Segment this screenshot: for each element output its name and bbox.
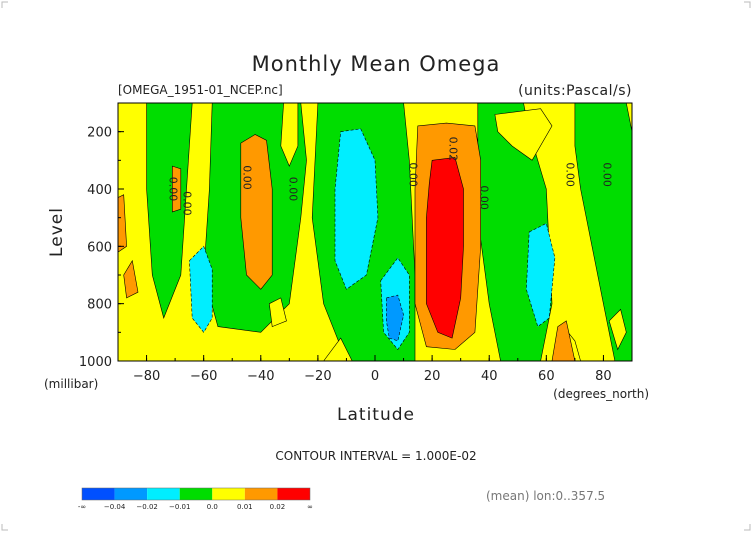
y-tick-label-2: 600 bbox=[87, 240, 112, 255]
contour-region-9 bbox=[494, 108, 553, 161]
colorbar-swatch-4 bbox=[212, 488, 245, 500]
y-axis-unit: (millibar) bbox=[44, 377, 98, 391]
contour-region-18 bbox=[123, 259, 139, 299]
colorbar-label-4: 0.0 bbox=[207, 503, 218, 511]
x-tick-label-4: 0 bbox=[371, 369, 379, 384]
x-tick-label-3: −20 bbox=[304, 369, 331, 384]
contour-region-16 bbox=[386, 294, 404, 342]
x-tick-label-7: 60 bbox=[538, 369, 555, 384]
x-tick-label-6: 40 bbox=[481, 369, 498, 384]
colorbar-legend: -∞ −0.04 −0.02 −0.01 0.0 0.01 0.02 ∞ bbox=[78, 487, 313, 511]
contour-region-12 bbox=[189, 245, 213, 333]
colorbar-swatch-6 bbox=[277, 488, 310, 500]
contour-region-23 bbox=[426, 157, 464, 339]
colorbar-swatch-3 bbox=[179, 488, 213, 500]
contour-label-0: 0.00 bbox=[166, 177, 179, 202]
file-label: [OMEGA_1951-01_NCEP.nc] bbox=[118, 83, 283, 97]
footnote-mean-lon: (mean) lon:0..357.5 bbox=[486, 489, 605, 503]
contour-region-5 bbox=[574, 103, 632, 361]
colorbar-frame bbox=[81, 487, 311, 501]
y-axis-label: Level bbox=[47, 207, 67, 257]
contour-label-8: 0.00 bbox=[600, 162, 613, 187]
contour-region-17 bbox=[172, 165, 182, 213]
contour-region-1 bbox=[146, 103, 193, 319]
chart-title: Monthly Mean Omega bbox=[252, 52, 501, 76]
y-tick-label-0: 200 bbox=[87, 126, 112, 141]
contour-interval-label: CONTOUR INTERVAL = 1.000E-02 bbox=[275, 449, 476, 463]
x-tick-label-2: −40 bbox=[247, 369, 274, 384]
x-tick-label-8: 80 bbox=[595, 369, 612, 384]
units-label: (units:Pascal/s) bbox=[518, 83, 632, 99]
colorbar-label-3: −0.01 bbox=[169, 503, 190, 511]
contour-label-7: 0.00 bbox=[563, 162, 576, 187]
contour-label-4: 0.00 bbox=[406, 162, 419, 187]
colorbar-swatch-1 bbox=[114, 488, 148, 500]
contour-label-1: 0.00 bbox=[181, 191, 194, 216]
contour-region-15 bbox=[525, 222, 556, 328]
x-tick-label-0: −80 bbox=[133, 369, 160, 384]
contour-region-19 bbox=[240, 134, 273, 290]
colorbar-label-1: −0.04 bbox=[104, 503, 126, 511]
colorbar-label-5: 0.01 bbox=[237, 503, 253, 511]
contour-label-5: 0.02 bbox=[446, 137, 459, 162]
x-axis-unit: (degrees_north) bbox=[553, 387, 649, 401]
contour-label-2: 0.00 bbox=[241, 165, 254, 190]
colorbar-label-6: 0.02 bbox=[270, 503, 286, 511]
contour-region-21 bbox=[118, 194, 127, 253]
contour-label-6: 0.00 bbox=[478, 185, 491, 210]
x-axis-label: Latitude bbox=[337, 405, 415, 425]
colorbar-label-2: −0.02 bbox=[136, 503, 157, 511]
contour-region-22 bbox=[551, 320, 576, 361]
contour-region-7 bbox=[268, 297, 287, 328]
contour-fill-regions bbox=[118, 103, 632, 361]
contour-region-13 bbox=[334, 128, 379, 290]
colorbar-swatch-2 bbox=[147, 488, 180, 500]
contour-region-8 bbox=[323, 337, 353, 361]
colorbar-label-7: ∞ bbox=[307, 503, 313, 511]
y-tick-label-3: 800 bbox=[87, 298, 112, 313]
colorbar-swatch-5 bbox=[244, 488, 278, 500]
y-tick-label-1: 400 bbox=[87, 183, 112, 198]
x-tick-label-5: 20 bbox=[424, 369, 441, 384]
contour-label-3: 0.00 bbox=[286, 177, 299, 202]
colorbar-label-0: -∞ bbox=[78, 503, 86, 511]
contour-labels: 0.000.000.00 0.000.000.020.000.00 0.00 bbox=[166, 137, 613, 216]
contour-region-6 bbox=[280, 103, 299, 167]
axis-ticks: −80 −60 −40 −20 0 20 40 60 80 200 400 600 800 1000 bbox=[79, 102, 633, 384]
x-tick-label-1: −60 bbox=[190, 369, 217, 384]
contour-region-11 bbox=[608, 308, 627, 351]
y-tick-label-4: 1000 bbox=[79, 355, 112, 370]
colorbar-swatch-0 bbox=[82, 488, 115, 500]
